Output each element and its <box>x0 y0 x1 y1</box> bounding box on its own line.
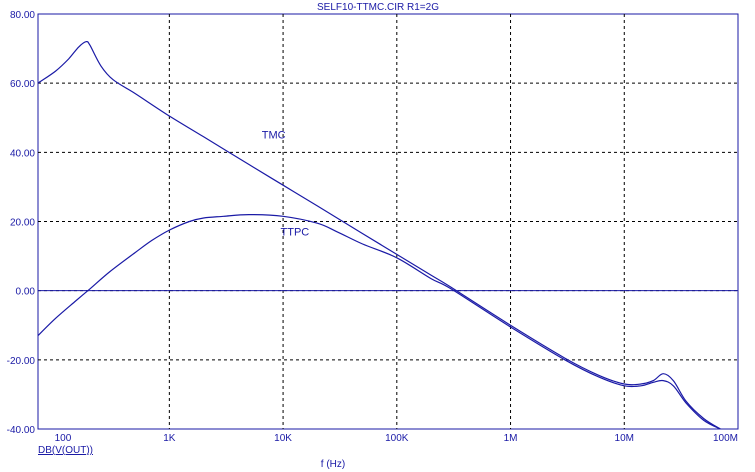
x-axis-label: f (Hz) <box>321 459 345 470</box>
y-tick-label: 40.00 <box>10 148 35 159</box>
y-tick-label: -20.00 <box>7 356 36 367</box>
annotation-tmc: TMC <box>262 130 286 142</box>
y-tick-label: -40.00 <box>7 425 36 436</box>
x-tick-label: 100 <box>55 433 72 444</box>
x-tick-label: 1K <box>163 433 176 444</box>
y-tick-label: 60.00 <box>10 79 35 90</box>
annotation-ttpc: TTPC <box>281 226 310 238</box>
grid <box>38 14 738 429</box>
x-tick-labels: 100 1K 10K 100K 1M 10M 100M <box>55 433 738 444</box>
x-tick-label: 100K <box>385 433 409 444</box>
chart-title: SELF10-TTMC.CIR R1=2G <box>317 2 439 13</box>
y-tick-label: 80.00 <box>10 10 35 21</box>
y-axis-label: DB(V(OUT)) <box>38 445 93 456</box>
series-line-ttpc <box>37 213 721 430</box>
series-group <box>37 40 721 430</box>
x-tick-label: 10M <box>615 433 634 444</box>
y-tick-label: 20.00 <box>10 218 35 229</box>
y-tick-label: 0.00 <box>16 287 36 298</box>
y-tick-labels: 80.00 60.00 40.00 20.00 0.00 -20.00 -40.00 <box>7 10 36 436</box>
x-tick-label: 10K <box>274 433 292 444</box>
x-tick-label: 1M <box>504 433 518 444</box>
annotations: TMC TTPC <box>262 130 310 239</box>
series-line-tmc <box>37 40 721 430</box>
x-tick-label: 100M <box>713 433 738 444</box>
